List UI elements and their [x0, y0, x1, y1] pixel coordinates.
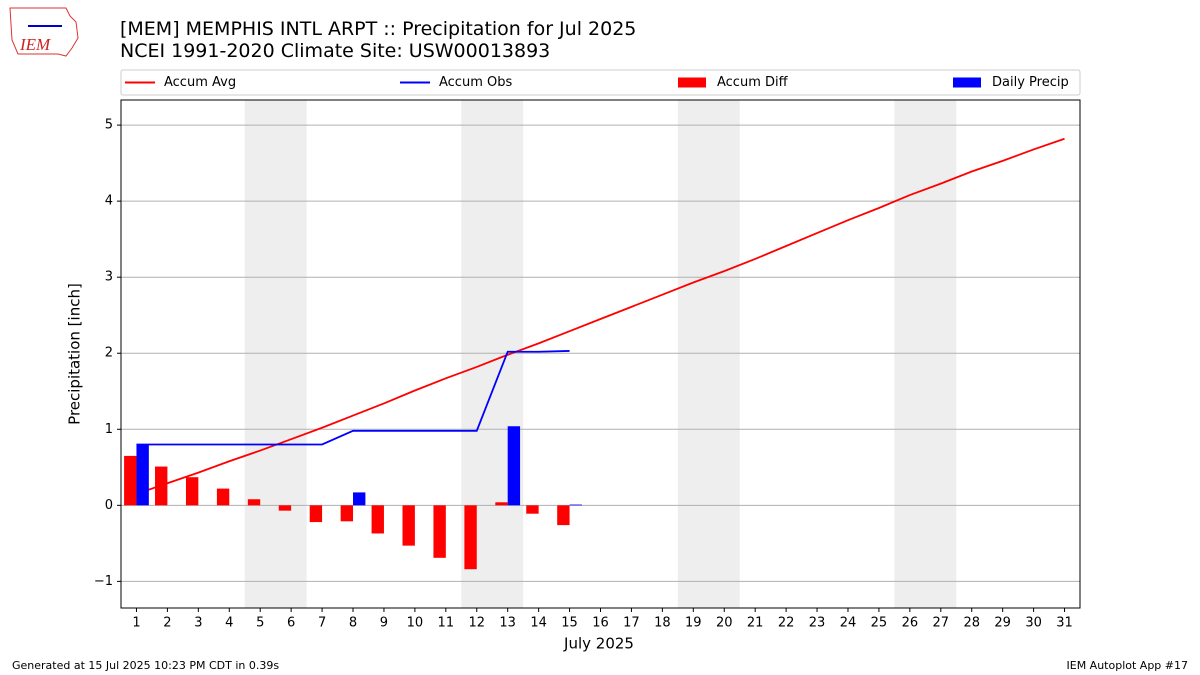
weekend-shade [677, 100, 740, 608]
bar [402, 505, 415, 546]
y-tick-label: −1 [94, 574, 113, 589]
x-tick-label: 27 [933, 616, 950, 631]
footer-left: Generated at 15 Jul 2025 10:23 PM CDT in… [12, 659, 279, 672]
logo-outline [9, 7, 79, 57]
logo-text: IEM [19, 35, 51, 54]
x-tick-label: 21 [747, 616, 764, 631]
x-tick-label: 14 [530, 616, 547, 631]
x-tick-label: 11 [438, 616, 455, 631]
x-tick-label: 20 [716, 616, 733, 631]
bar [136, 444, 149, 506]
bar [185, 477, 199, 506]
y-tick-label: 3 [105, 270, 113, 285]
line [136, 350, 570, 446]
x-tick-label: 8 [349, 616, 357, 631]
chart-subtitle: NCEI 1991-2020 Climate Site: USW00013893 [120, 40, 550, 62]
x-tick-label: 30 [1025, 616, 1042, 631]
bar [278, 505, 292, 511]
x-tick-label: 2 [163, 616, 171, 631]
bar [464, 505, 477, 570]
weekend-shade [244, 100, 307, 608]
bar [371, 505, 384, 534]
x-tick-label: 25 [871, 616, 888, 631]
x-tick-label: 1 [132, 616, 140, 631]
bar [216, 488, 230, 506]
bar [569, 504, 582, 506]
x-tick-label: 22 [778, 616, 795, 631]
chart-title: [MEM] MEMPHIS INTL ARPT :: Precipitation… [120, 18, 636, 40]
bar [557, 505, 570, 526]
x-tick-label: 6 [287, 616, 295, 631]
legend-label: Accum Diff [717, 75, 789, 90]
x-tick-label: 16 [592, 616, 609, 631]
legend-label: Accum Avg [164, 75, 236, 90]
legend-label: Daily Precip [992, 75, 1069, 90]
x-tick-label: 24 [840, 616, 857, 631]
x-tick-label: 23 [809, 616, 826, 631]
plot-frame [120, 99, 1081, 609]
y-tick-label: 1 [105, 422, 113, 437]
bar [353, 492, 366, 506]
x-tick-label: 29 [994, 616, 1011, 631]
weekend-shade [894, 100, 957, 608]
x-tick-label: 28 [963, 616, 980, 631]
y-axis-label: Precipitation [inch] [66, 283, 84, 425]
x-tick-label: 9 [380, 616, 388, 631]
y-tick-label: 2 [105, 346, 113, 361]
bar [495, 502, 508, 506]
x-axis-label: July 2025 [563, 635, 634, 653]
bar [309, 505, 323, 523]
bar [340, 505, 354, 522]
x-tick-label: 3 [194, 616, 202, 631]
bar [155, 466, 168, 506]
x-tick-label: 5 [256, 616, 264, 631]
legend-box [120, 69, 1081, 96]
footer-right: IEM Autoplot App #17 [1067, 659, 1189, 672]
legend-label: Accum Obs [439, 75, 512, 90]
logo: IEM [9, 7, 79, 57]
x-tick-label: 19 [685, 616, 702, 631]
y-tick-label: 4 [105, 194, 113, 209]
bar [433, 505, 446, 558]
x-tick-label: 18 [654, 616, 671, 631]
bar [526, 505, 539, 514]
x-tick-label: 15 [561, 616, 578, 631]
line [136, 137, 1065, 495]
legend-swatch [953, 77, 981, 88]
x-tick-label: 26 [902, 616, 919, 631]
bar [507, 426, 521, 506]
y-tick-label: 0 [105, 498, 113, 513]
legend-swatch [678, 77, 706, 88]
y-tick-label: 5 [105, 118, 113, 133]
x-tick-label: 7 [318, 616, 326, 631]
x-tick-label: 17 [623, 616, 640, 631]
x-tick-label: 4 [225, 616, 233, 631]
bar [247, 499, 261, 506]
x-tick-label: 12 [468, 616, 485, 631]
x-tick-label: 13 [499, 616, 516, 631]
bar [124, 455, 137, 506]
x-tick-label: 10 [407, 616, 424, 631]
x-tick-label: 31 [1056, 616, 1073, 631]
